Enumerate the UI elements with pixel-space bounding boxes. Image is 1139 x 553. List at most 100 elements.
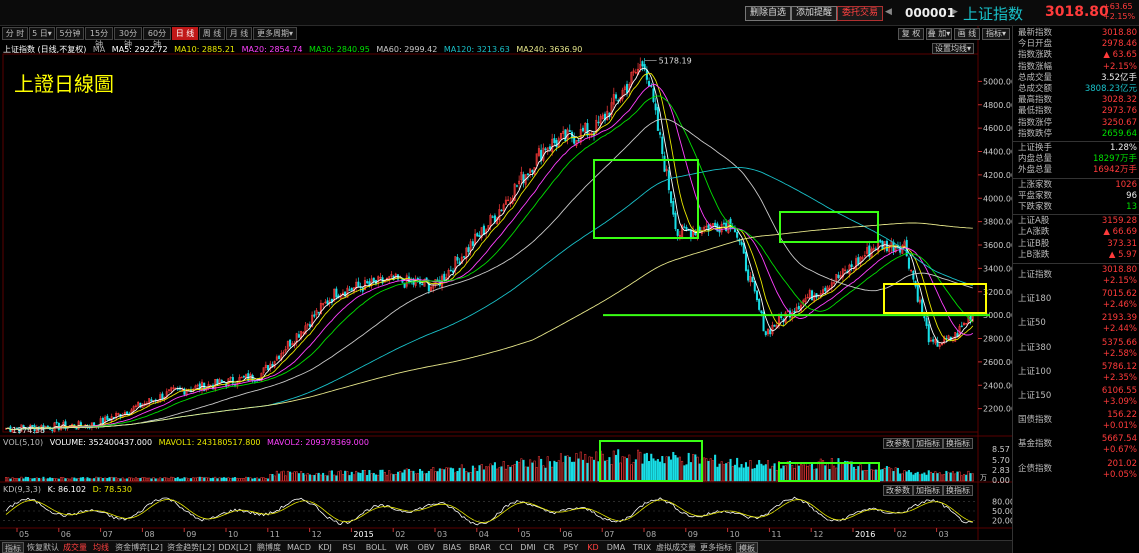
volume-bar xyxy=(231,477,234,482)
candle-body xyxy=(863,255,866,257)
tab-period-4[interactable]: 30分钟 xyxy=(114,27,142,49)
volume-bar xyxy=(896,467,899,482)
indicator-tab-25[interactable]: 模板 xyxy=(736,542,758,553)
volume-bar xyxy=(485,466,488,482)
tab-period-8[interactable]: 月 线 xyxy=(226,27,252,40)
info-label: 最高指数 xyxy=(1018,95,1053,106)
tab-period-2[interactable]: 5分钟 xyxy=(56,27,84,40)
vol-edit-params-button[interactable]: 改参数 xyxy=(883,438,913,449)
indicator-tab-18[interactable]: CR xyxy=(543,543,555,552)
indicator-tab-6[interactable]: DDX[L2] xyxy=(218,543,252,552)
volume-bar xyxy=(590,456,593,482)
indicator-tab-19[interactable]: PSY xyxy=(563,543,579,552)
volume-bar xyxy=(606,460,609,482)
indicator-tab-7[interactable]: 鹏博度 xyxy=(257,543,281,552)
volume-bar xyxy=(196,477,199,482)
volume-bar xyxy=(337,471,340,482)
volume-bar xyxy=(526,466,529,482)
indicator-tab-11[interactable]: BOLL xyxy=(365,543,387,552)
volume-bar xyxy=(643,453,646,482)
trade-order-button[interactable]: 委托交易 xyxy=(837,6,884,21)
restore-rights-button[interactable]: 复 权 xyxy=(898,28,924,40)
volume-bar xyxy=(194,477,197,482)
indicator-tab-8[interactable]: MACD xyxy=(287,543,311,552)
indicator-tab-17[interactable]: DMI xyxy=(520,543,536,552)
index-list-item[interactable]: 上证100 5786.12 +2.35% xyxy=(1013,362,1139,386)
kd-add-indicator-button[interactable]: 加指标 xyxy=(913,485,943,496)
indicator-tab-13[interactable]: OBV xyxy=(417,543,435,552)
add-alert-button[interactable]: 添加提醒 xyxy=(791,6,838,21)
indicator-tab-0[interactable]: 指标 xyxy=(2,542,24,553)
tab-period-7[interactable]: 周 线 xyxy=(199,27,225,40)
volume-bar xyxy=(260,477,263,482)
next-stock-icon[interactable]: ▶ xyxy=(951,7,958,17)
tab-period-more[interactable]: 更多周期▾ xyxy=(253,27,297,40)
indicator-tab-1[interactable]: 恢复默认 xyxy=(27,543,59,552)
index-change-pct: +2.15% xyxy=(1102,276,1137,286)
candle-body xyxy=(238,377,241,384)
indicator-tab-24[interactable]: 更多指标 xyxy=(700,543,732,552)
candle-body xyxy=(511,198,514,204)
candle-body xyxy=(518,180,521,184)
index-list-item[interactable]: 上证指数 3018.80 +2.15% xyxy=(1013,265,1139,289)
indicator-tab-12[interactable]: WR xyxy=(395,543,409,552)
index-list-item[interactable]: 上证180 7015.62 +2.46% xyxy=(1013,289,1139,313)
index-list-item[interactable]: 基金指数 5667.54 +0.67% xyxy=(1013,434,1139,458)
indicator-tab-5[interactable]: 资金趋势[L2] xyxy=(167,543,215,552)
volume-bar xyxy=(788,460,792,482)
indicator-tab-2[interactable]: 成交量 xyxy=(63,543,87,552)
indicator-tab-4[interactable]: 资金博弈[L2] xyxy=(115,543,163,552)
candle-body xyxy=(117,413,120,415)
volume-unit-label: 万 xyxy=(980,474,987,482)
tab-period-0[interactable]: 分 时 xyxy=(2,27,28,40)
indicator-tab-15[interactable]: BRAR xyxy=(469,543,491,552)
info-value: 3.52亿手 xyxy=(1101,72,1137,83)
overlay-button[interactable]: 叠 加▾ xyxy=(926,28,952,40)
vol-switch-indicator-button[interactable]: 换指标 xyxy=(943,438,973,449)
volume-bar xyxy=(685,464,688,482)
candle-body xyxy=(667,170,670,191)
kd-switch-indicator-button[interactable]: 换指标 xyxy=(943,485,973,496)
volume-bar xyxy=(559,453,562,482)
kd-edit-params-button[interactable]: 改参数 xyxy=(883,485,913,496)
tab-period-3[interactable]: 15分钟 xyxy=(85,27,113,49)
volume-bar xyxy=(537,456,540,482)
indicator-tab-9[interactable]: KDJ xyxy=(318,543,332,552)
indicator-tab-3[interactable]: 均线 xyxy=(93,543,109,552)
candle-body xyxy=(291,343,294,346)
indicator-menu-button[interactable]: 指标▾ xyxy=(982,28,1010,40)
vol-add-indicator-button[interactable]: 加指标 xyxy=(913,438,943,449)
candle-body xyxy=(584,123,587,133)
remove-favorite-button[interactable]: 删除自选 xyxy=(745,6,792,21)
volume-bar xyxy=(595,451,598,482)
indicator-tab-20[interactable]: KD xyxy=(587,543,599,552)
info-row: 指数涨停 3250.67 xyxy=(1013,118,1139,129)
kd-tick-label: 20.00 xyxy=(992,517,1012,526)
candle-body xyxy=(242,375,245,378)
index-list-item[interactable]: 国债指数 156.22 +0.01% xyxy=(1013,410,1139,434)
candle-body xyxy=(421,283,424,286)
volume-bar xyxy=(962,474,966,482)
candle-body xyxy=(599,116,602,124)
indicator-tab-21[interactable]: DMA xyxy=(606,543,626,552)
indicator-tab-10[interactable]: RSI xyxy=(342,543,356,552)
tab-period-daily[interactable]: 日 线 xyxy=(172,27,198,40)
candle-body xyxy=(139,402,142,408)
ma-settings-button[interactable]: 设置均线▾ xyxy=(932,43,974,54)
indicator-tab-16[interactable]: CCI xyxy=(499,543,513,552)
volume-bar xyxy=(55,478,58,482)
indicator-tab-22[interactable]: TRIX xyxy=(632,543,652,552)
index-list-item[interactable]: 企债指数 201.02 +0.05% xyxy=(1013,459,1139,483)
index-list-item[interactable]: 上证380 5375.66 +2.58% xyxy=(1013,338,1139,362)
kline-chart[interactable]: 5000.00 4800.00 4600.00 4400.00 4200.00 4000.… xyxy=(0,0,1012,540)
volume-bar xyxy=(529,459,532,482)
volume-bar xyxy=(632,462,635,482)
index-list-item[interactable]: 上证150 6106.55 +3.09% xyxy=(1013,386,1139,410)
tab-period-1[interactable]: 5 日▾ xyxy=(29,27,55,40)
prev-stock-icon[interactable]: ◀ xyxy=(885,7,892,17)
tab-period-5[interactable]: 60分钟 xyxy=(143,27,171,49)
indicator-tab-14[interactable]: BIAS xyxy=(442,543,462,552)
indicator-tab-23[interactable]: 虚拟成交量 xyxy=(656,543,696,552)
draw-line-button[interactable]: 画 线 xyxy=(954,28,980,40)
index-list-item[interactable]: 上证50 2193.39 +2.44% xyxy=(1013,313,1139,337)
